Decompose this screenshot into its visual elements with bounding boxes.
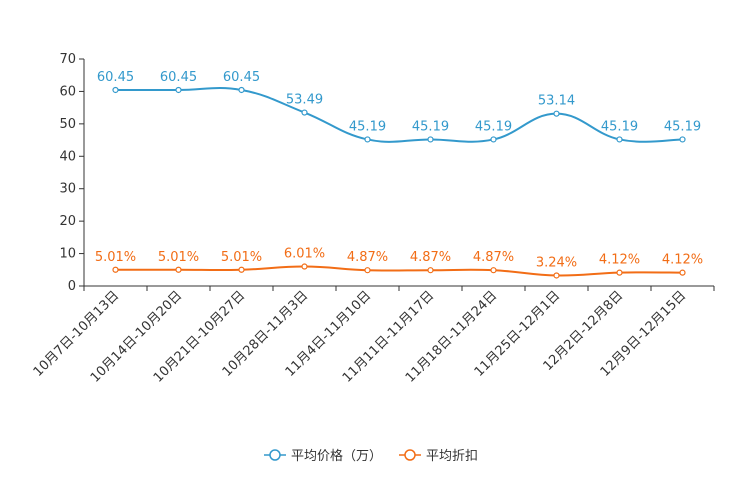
data-point (490, 267, 497, 274)
axes: 01020304050607010月7日-10月13日10月14日-10月20日… (31, 52, 715, 386)
data-label: 5.01% (95, 250, 136, 265)
data-label: 4.12% (599, 253, 640, 268)
series-2: 5.01% 5.01% 5.01% 6.01% 4.87% 4.87% 4.87% 3.24%… (95, 247, 703, 279)
y-tick-label: 0 (68, 279, 76, 294)
data-label: 5.01% (158, 250, 199, 265)
data-point (112, 86, 119, 94)
series-1: 60.45 60.45 60.45 53.49 45.19 45.19 45.19 53.14… (97, 70, 701, 143)
data-label: 45.19 (349, 119, 386, 134)
y-tick-label: 10 (59, 247, 76, 262)
data-point (616, 136, 623, 143)
data-label: 4.87% (410, 250, 451, 265)
data-point (175, 266, 182, 273)
data-label: 4.12% (662, 253, 703, 268)
data-label: 6.01% (284, 247, 325, 262)
data-point (238, 86, 245, 94)
data-label: 60.45 (223, 70, 260, 85)
data-point (553, 110, 560, 117)
y-tick-label: 30 (59, 182, 76, 197)
data-point (679, 269, 686, 276)
legend[interactable]: 平均价格（万） 平均折扣 (264, 448, 478, 464)
data-point (238, 266, 245, 273)
y-tick-label: 40 (59, 149, 76, 164)
series-line (115, 265, 683, 277)
data-label: 53.14 (538, 94, 575, 109)
data-label: 3.24% (536, 255, 577, 270)
legend-item-1[interactable]: 平均价格（万） (264, 448, 382, 464)
data-label: 60.45 (97, 70, 134, 85)
data-label: 45.19 (664, 119, 701, 134)
data-point (175, 86, 182, 94)
legend-label: 平均价格（万） (291, 448, 382, 464)
y-tick-label: 20 (59, 214, 76, 229)
data-point (679, 136, 686, 143)
data-label: 4.87% (347, 250, 388, 265)
data-label: 5.01% (221, 250, 262, 265)
y-tick-label: 60 (59, 84, 76, 99)
data-point (112, 266, 119, 273)
data-point (553, 272, 560, 279)
legend-item-2[interactable]: 平均折扣 (399, 449, 478, 464)
data-label: 45.19 (601, 119, 638, 134)
data-label: 45.19 (412, 119, 449, 134)
data-point (301, 109, 308, 116)
data-point (364, 136, 371, 143)
data-point (301, 263, 308, 270)
data-label: 60.45 (160, 70, 197, 85)
legend-label: 平均折扣 (426, 449, 478, 464)
data-point (427, 267, 434, 274)
data-label: 53.49 (286, 93, 323, 108)
data-label: 45.19 (475, 119, 512, 134)
data-point (616, 269, 623, 276)
data-point (364, 267, 371, 274)
series-line (115, 86, 683, 143)
data-point (427, 136, 434, 143)
legend-circle-icon (404, 449, 416, 461)
data-point (490, 136, 497, 143)
data-label: 4.87% (473, 250, 514, 265)
y-tick-label: 50 (59, 117, 76, 132)
y-tick-label: 70 (59, 52, 76, 67)
legend-circle-icon (269, 449, 281, 461)
series-layer: 60.45 60.45 60.45 53.49 45.19 45.19 45.19 53.14… (95, 70, 703, 279)
